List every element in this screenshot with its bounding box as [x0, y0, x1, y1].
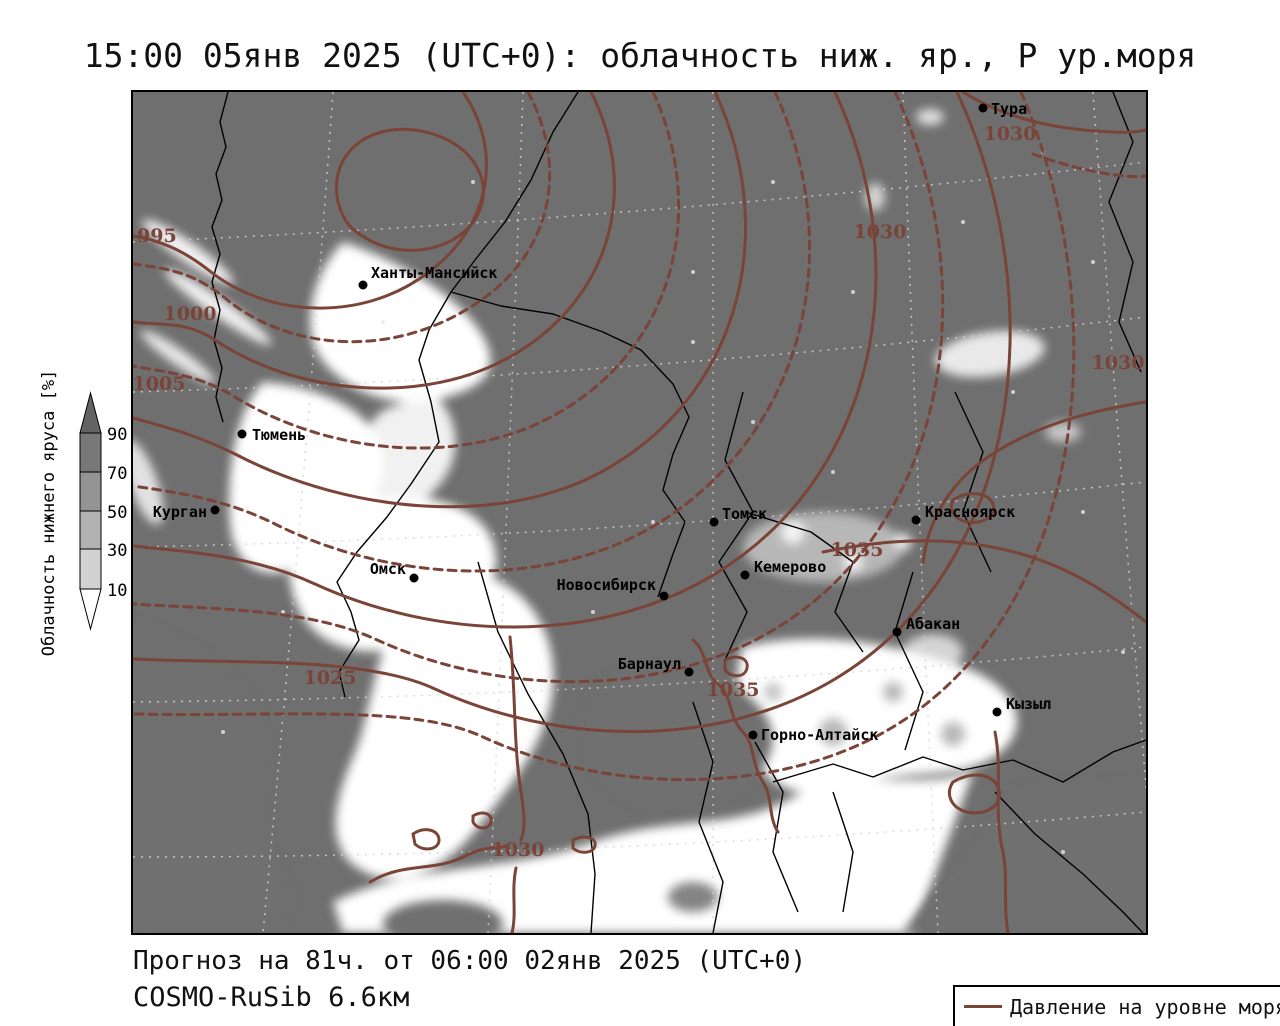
city-dot	[358, 280, 368, 290]
city-label: Горно-Алтайск	[761, 726, 878, 744]
city-dot	[237, 429, 247, 439]
isobar-label: 1030	[984, 123, 1037, 145]
cloud-patches	[133, 622, 1146, 948]
colorbar-arrow-top	[79, 391, 102, 434]
city-label: Омск	[370, 560, 406, 578]
city-khanty-mansiysk: Ханты-Мансийск	[358, 264, 497, 290]
city-kurgan: Курган	[153, 503, 220, 521]
city-label: Тура	[991, 100, 1027, 118]
weather-map: 995 1000 1005 1030 1030 1030 1030 1025 1…	[122, 90, 1159, 948]
city-dot	[992, 707, 1002, 717]
city-dot	[748, 730, 758, 740]
pressure-legend: Давление на уровне моря	[953, 985, 1280, 1026]
isobars	[131, 90, 1148, 935]
city-dot	[740, 570, 750, 580]
city-label: Курган	[153, 503, 207, 521]
city-label: Красноярск	[925, 503, 1015, 521]
isobar-label: 1025	[304, 667, 357, 689]
colorbar-scale: 90 70 50 30 10	[79, 391, 127, 631]
colorbar-arrow-bottom	[79, 588, 102, 631]
isobar-label: 1030	[492, 839, 545, 861]
city-omsk: Омск	[370, 560, 419, 583]
isobar-label: 1030	[854, 221, 907, 243]
colorbar-tick-70: 70	[107, 464, 127, 484]
isobar-value-labels: 995 1000 1005 1030 1030 1030 1030 1025 1…	[133, 123, 1145, 861]
city-label: Кемерово	[754, 558, 826, 576]
colorbar-tick-90: 90	[107, 425, 127, 445]
city-tyumen: Тюмень	[237, 426, 306, 444]
city-novosibirsk: Новосибирск	[557, 576, 669, 601]
isobar-label: 1030	[1092, 352, 1145, 374]
model-info: COSMO-RuSib 6.6км	[133, 982, 410, 1013]
city-barnaul: Барнаул	[618, 655, 694, 677]
map-canvas: 995 1000 1005 1030 1030 1030 1030 1025 1…	[122, 90, 1159, 948]
isobar-line-swatch	[964, 1005, 1002, 1008]
city-dot	[684, 667, 694, 677]
city-dot	[709, 517, 719, 527]
page-title: 15:00 05янв 2025 (UTC+0): облачность ниж…	[83, 36, 1197, 75]
city-markers: Тура Ханты-Мансийск Тюмень Курган Омск Н…	[153, 100, 1051, 744]
city-dot	[911, 515, 921, 525]
city-label: Кызыл	[1006, 695, 1051, 713]
colorbar-tick-10: 10	[107, 581, 127, 601]
colorbar-seg-30-10	[79, 548, 102, 590]
city-label: Тюмень	[252, 426, 306, 444]
city-dot	[210, 505, 220, 515]
isobar-label: 1005	[133, 373, 185, 395]
colorbar-tick-30: 30	[107, 541, 127, 561]
colorbar-seg-50-30	[79, 510, 102, 550]
city-kemerovo: Кемерово	[740, 558, 826, 580]
graticule	[132, 91, 1159, 934]
pressure-legend-label: Давление на уровне моря	[1010, 994, 1280, 1019]
city-dot	[409, 573, 419, 583]
city-tomsk: Томск	[709, 505, 767, 527]
isobar-label: 1035	[831, 539, 884, 561]
city-dot	[892, 627, 902, 637]
city-krasnoyarsk: Красноярск	[911, 503, 1015, 525]
colorbar-axis-label: Облачность нижнего яруса [%]	[39, 370, 59, 657]
isobar-label: 995	[137, 225, 177, 247]
city-dot	[978, 103, 988, 113]
isobar-label: 1000	[164, 303, 217, 325]
forecast-info: Прогноз на 81ч. от 06:00 02янв 2025 (UTC…	[133, 946, 807, 976]
colorbar-tick-50: 50	[107, 503, 127, 523]
city-label: Новосибирск	[557, 576, 656, 594]
isobar-label: 1035	[707, 679, 760, 701]
city-label: Ханты-Мансийск	[371, 264, 497, 282]
city-label: Томск	[722, 505, 767, 523]
city-gorno-altaysk: Горно-Алтайск	[748, 726, 878, 744]
colorbar-seg-70-50	[79, 471, 102, 512]
city-abakan: Абакан	[892, 615, 960, 637]
city-label: Абакан	[906, 615, 960, 633]
city-tura: Тура	[978, 100, 1027, 118]
cloudiness-colorbar: Облачность нижнего яруса [%] 90 70 50 30…	[39, 370, 127, 657]
city-dot	[659, 591, 669, 601]
city-label: Барнаул	[618, 655, 681, 673]
city-kyzyl: Кызыл	[992, 695, 1051, 717]
colorbar-seg-90-70	[79, 432, 102, 473]
